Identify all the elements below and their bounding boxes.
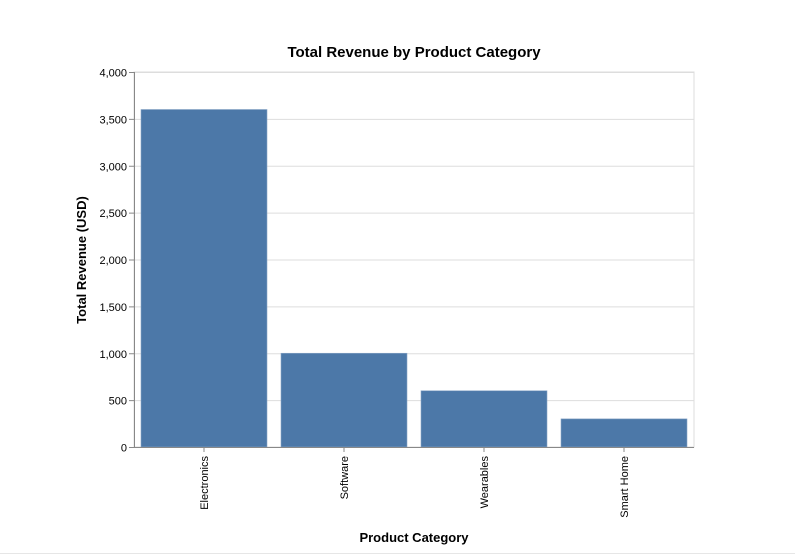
x-tick-label: Wearables: [479, 456, 491, 509]
x-tick-label: Electronics: [199, 456, 211, 510]
x-tick-label: Software: [339, 456, 351, 499]
y-tick-label: 1,000: [99, 349, 127, 361]
y-tick-label: 4,000: [99, 68, 127, 80]
bar-smart-home: [560, 418, 688, 448]
chart-title: Total Revenue by Product Category: [287, 44, 541, 61]
x-axis-title: Product Category: [359, 530, 469, 545]
x-tick-label: Smart Home: [619, 456, 631, 518]
bar-electronics: [140, 109, 268, 448]
y-tick-label: 1,500: [99, 302, 127, 314]
y-tick-label: 3,000: [99, 161, 127, 173]
y-tick-label: 2,500: [99, 208, 127, 220]
bar-wearables: [420, 390, 548, 448]
y-tick-label: 500: [109, 396, 127, 408]
y-axis-title: Total Revenue (USD): [74, 196, 89, 324]
y-tick-label: 2,000: [99, 255, 127, 267]
y-tick-label: 0: [121, 443, 127, 455]
bar-software: [280, 352, 408, 448]
y-tick-label: 3,500: [99, 114, 127, 126]
divider: [0, 553, 795, 554]
